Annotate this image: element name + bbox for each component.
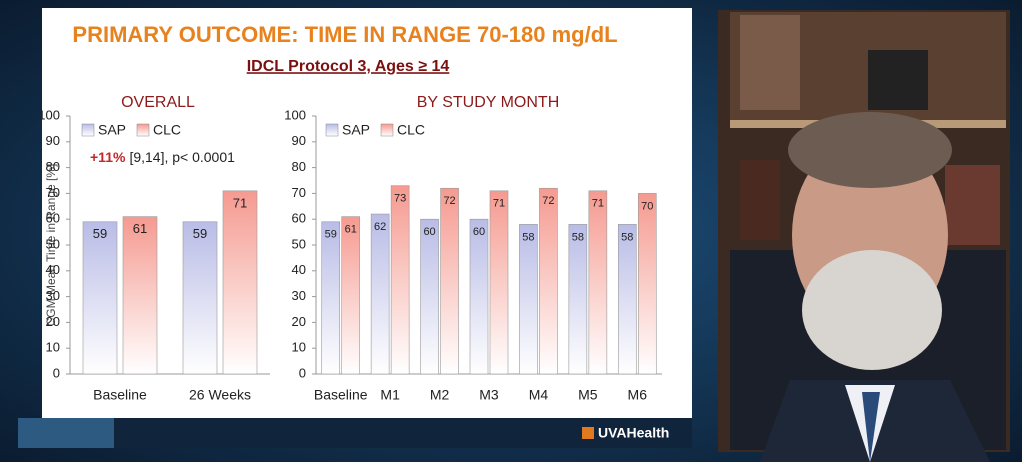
bar — [637, 193, 657, 375]
annotation: +11% [9,14], p< 0.0001 — [90, 149, 235, 165]
x-tick-label: 26 Weeks — [189, 387, 251, 403]
bar — [222, 190, 258, 375]
y-tick-label: 80 — [292, 159, 306, 174]
y-tick-label: 60 — [292, 211, 306, 226]
data-label: 60 — [473, 226, 485, 238]
legend-label: SAP — [342, 122, 370, 138]
slide-title: PRIMARY OUTCOME: TIME IN RANGE 70-180 mg… — [72, 22, 617, 47]
x-tick-label: M3 — [479, 387, 499, 403]
y-tick-label: 50 — [292, 236, 306, 251]
bar — [568, 224, 588, 375]
slide-footer — [42, 418, 692, 448]
chart-title: BY STUDY MONTH — [417, 94, 560, 111]
books — [740, 160, 780, 240]
bar — [341, 216, 361, 375]
bar — [321, 221, 341, 375]
beard — [802, 250, 942, 370]
data-label: 59 — [193, 226, 207, 241]
bar — [539, 187, 558, 375]
y-tick-label: 50 — [46, 236, 60, 251]
bar — [617, 224, 637, 375]
thumbnail — [18, 418, 114, 448]
y-tick-label: 20 — [292, 314, 306, 329]
x-tick-label: M4 — [529, 387, 549, 403]
bar — [489, 190, 509, 375]
annotation-part: +11% — [90, 149, 126, 165]
y-tick-label: 80 — [46, 159, 60, 174]
y-tick-label: 0 — [299, 365, 306, 380]
y-tick-label: 40 — [46, 262, 60, 277]
data-label: 59 — [93, 226, 107, 241]
legend-swatch — [325, 123, 339, 137]
data-label: 58 — [572, 231, 584, 243]
data-label: 72 — [443, 195, 455, 207]
data-label: 72 — [542, 195, 554, 207]
bar — [82, 221, 118, 375]
y-tick-label: 30 — [46, 288, 60, 303]
legend-swatch — [380, 123, 394, 137]
y-axis-label: CGM Mean Time in Range [%] — [44, 164, 58, 327]
annotation-part: [9,14], p< 0.0001 — [129, 149, 235, 165]
y-tick-label: 70 — [46, 185, 60, 200]
bar — [588, 190, 608, 375]
y-tick-label: 60 — [46, 211, 60, 226]
data-label: 71 — [493, 198, 505, 210]
data-label: 71 — [233, 195, 247, 210]
x-tick-label: Baseline — [93, 387, 147, 403]
data-label: 58 — [522, 231, 534, 243]
bar — [182, 221, 218, 375]
legend-label: SAP — [98, 122, 126, 138]
data-label: 61 — [133, 221, 147, 236]
data-label: 73 — [394, 193, 406, 205]
bar — [370, 213, 390, 375]
y-tick-label: 20 — [46, 314, 60, 329]
bar — [469, 218, 489, 375]
tie — [862, 392, 880, 462]
chart-title: OVERALL — [121, 94, 195, 111]
books — [740, 15, 800, 110]
bar — [390, 185, 410, 375]
y-tick-label: 100 — [284, 107, 306, 122]
data-label: 60 — [423, 226, 435, 238]
data-label: 59 — [325, 229, 337, 241]
books — [945, 165, 1000, 245]
binoculars — [868, 50, 928, 110]
legend-swatch — [81, 123, 95, 137]
logo: UVAHealth — [598, 425, 669, 441]
bar — [122, 216, 158, 375]
data-label: 58 — [621, 231, 633, 243]
x-tick-label: M1 — [380, 387, 400, 403]
legend-label: CLC — [153, 122, 181, 138]
data-label: 70 — [641, 200, 653, 212]
hair — [788, 112, 952, 188]
y-tick-label: 0 — [53, 365, 60, 380]
legend-label: CLC — [397, 122, 425, 138]
x-tick-label: M5 — [578, 387, 598, 403]
logo-icon — [582, 427, 594, 439]
y-tick-label: 100 — [38, 107, 60, 122]
legend-swatch — [136, 123, 150, 137]
y-tick-label: 10 — [292, 340, 306, 355]
data-label: 62 — [374, 221, 386, 233]
webcam — [718, 10, 1010, 462]
x-tick-label: Baseline — [314, 387, 368, 403]
slide-subtitle: IDCL Protocol 3, Ages ≥ 14 — [247, 58, 450, 75]
y-tick-label: 90 — [46, 133, 60, 148]
bar — [440, 187, 459, 375]
x-tick-label: M6 — [628, 387, 648, 403]
y-tick-label: 90 — [292, 133, 306, 148]
y-tick-label: 10 — [46, 340, 60, 355]
bar — [519, 224, 538, 375]
bar — [420, 218, 439, 375]
y-tick-label: 70 — [292, 185, 306, 200]
data-label: 71 — [592, 198, 604, 210]
y-tick-label: 40 — [292, 262, 306, 277]
data-label: 61 — [345, 224, 357, 236]
x-tick-label: M2 — [430, 387, 450, 403]
y-tick-label: 30 — [292, 288, 306, 303]
